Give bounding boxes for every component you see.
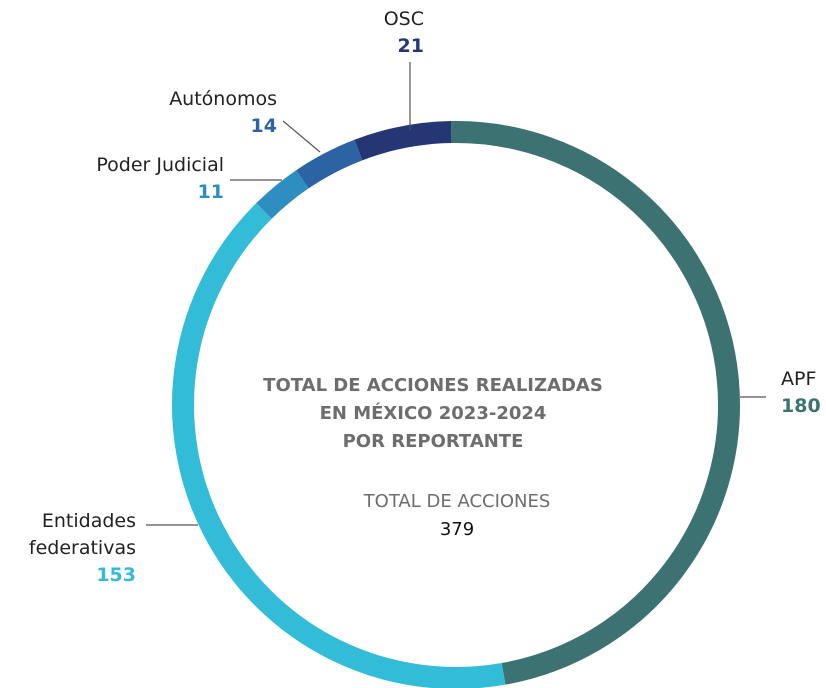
segment-label: APF 180 xyxy=(781,366,821,420)
value-label: 180 xyxy=(781,395,821,417)
title-line: EN MÉXICO 2023-2024 xyxy=(320,402,547,424)
category-name: OSC xyxy=(383,8,424,30)
category-name: Poder Judicial xyxy=(96,154,224,176)
donut-segment xyxy=(256,170,309,219)
segment-label: Autónomos 14 xyxy=(169,86,277,140)
segment-label: OSC 21 xyxy=(384,6,424,60)
center-total: 379 xyxy=(440,519,474,540)
value-label: 21 xyxy=(397,35,424,57)
donut-segment xyxy=(354,121,452,161)
value-label: 14 xyxy=(250,115,277,137)
category-name: APF xyxy=(781,368,817,390)
center-label: TOTAL DE ACCIONES xyxy=(363,491,551,512)
donut-segment xyxy=(172,203,506,688)
title-line: POR REPORTANTE xyxy=(343,431,524,452)
donut-segment xyxy=(451,121,740,685)
value-label: 153 xyxy=(96,564,136,586)
value-label: 11 xyxy=(197,181,224,203)
title-line: TOTAL DE ACCIONES REALIZADAS xyxy=(263,375,603,396)
segment-label: Poder Judicial 11 xyxy=(96,152,224,206)
segment-label: Entidades federativas 153 xyxy=(16,508,136,589)
donut-segment xyxy=(296,139,363,189)
category-name: Entidades federativas xyxy=(28,510,136,559)
category-name: Autónomos xyxy=(169,88,277,110)
leader-line xyxy=(282,120,321,153)
